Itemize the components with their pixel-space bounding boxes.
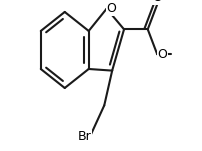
Text: O: O [157, 48, 166, 61]
Text: O: O [106, 2, 116, 15]
Text: Br: Br [77, 130, 91, 143]
Text: O: O [152, 0, 161, 4]
